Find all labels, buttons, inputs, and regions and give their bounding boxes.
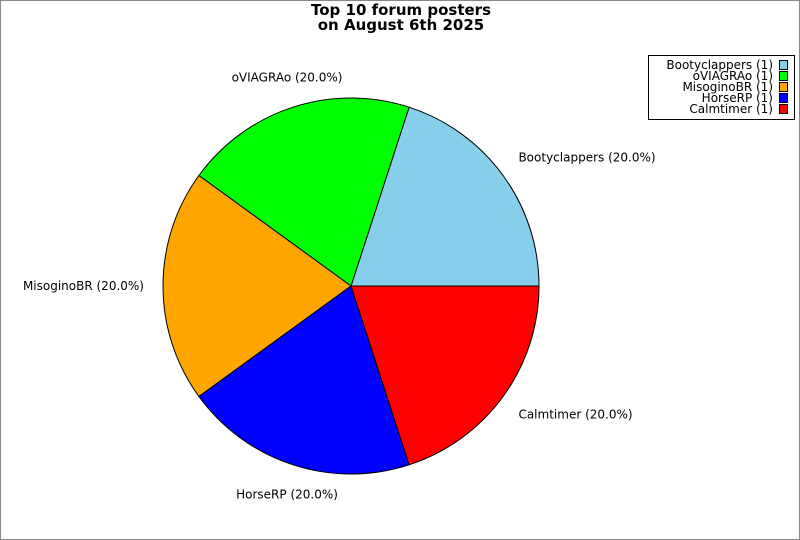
legend-item: oVIAGRAo (1) — [693, 70, 788, 82]
legend-label: MisoginoBR (1) — [682, 80, 773, 94]
chart-title-line-2: on August 6th 2025 — [317, 16, 485, 34]
legend-item: Calmtimer (1) — [689, 103, 788, 115]
chart-title: Top 10 forum posters on August 6th 2025 — [1, 1, 799, 34]
legend-swatch — [779, 104, 788, 114]
pie-slice-bootyclappers — [350, 106, 540, 287]
legend-item: HorseRP (1) — [702, 92, 788, 104]
slice-label: HorseRP (20.0%) — [236, 487, 338, 501]
legend-label: Bootyclappers (1) — [666, 58, 773, 72]
legend-label: Calmtimer (1) — [689, 102, 773, 116]
legend-label: HorseRP (1) — [701, 91, 773, 105]
legend-label: oVIAGRAo (1) — [692, 69, 773, 83]
chart-title-line-1: Top 10 forum posters — [311, 1, 491, 19]
legend-swatch — [779, 71, 788, 81]
slice-label: Bootyclappers (20.0%) — [518, 150, 655, 164]
legend-item: Bootyclappers (1) — [666, 59, 788, 71]
legend-swatch — [779, 82, 788, 92]
legend-swatch — [779, 93, 788, 103]
pie-slice-misoginobr — [162, 174, 352, 398]
slice-label: MisoginoBR (20.0%) — [23, 279, 144, 293]
slice-label: Calmtimer (20.0%) — [518, 408, 632, 422]
pie-slice-horserp — [198, 285, 410, 475]
legend-item: MisoginoBR (1) — [682, 81, 788, 93]
pie-slice-oviagrao — [198, 97, 410, 287]
pie-slice-calmtimer — [350, 285, 540, 466]
legend: Bootyclappers (1) oVIAGRAo (1) MisoginoB… — [648, 55, 795, 120]
slice-label: oVIAGRAo (20.0%) — [232, 71, 343, 85]
legend-swatch — [779, 60, 788, 70]
